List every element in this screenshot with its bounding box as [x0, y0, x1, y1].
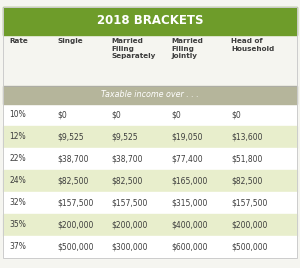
Text: Married
Filing
Jointly: Married Filing Jointly [171, 38, 203, 59]
Text: $500,000: $500,000 [231, 242, 268, 251]
Text: $9,525: $9,525 [57, 132, 84, 142]
Text: 22%: 22% [9, 154, 26, 163]
Text: 2018 BRACKETS: 2018 BRACKETS [97, 14, 203, 27]
Text: 10%: 10% [9, 110, 26, 120]
Bar [3, 7, 297, 35]
Text: $600,000: $600,000 [171, 242, 208, 251]
Text: Married
Filing
Separately: Married Filing Separately [111, 38, 155, 59]
Bar [3, 192, 297, 214]
Bar [3, 170, 297, 192]
Text: $0: $0 [171, 110, 181, 120]
Text: $9,525: $9,525 [111, 132, 138, 142]
Bar [3, 126, 297, 148]
Text: 37%: 37% [9, 242, 26, 251]
Text: $200,000: $200,000 [111, 220, 147, 229]
Text: $51,800: $51,800 [231, 154, 262, 163]
Text: $38,700: $38,700 [111, 154, 142, 163]
Text: 12%: 12% [9, 132, 26, 142]
Text: $82,500: $82,500 [57, 176, 88, 185]
Bar [3, 104, 297, 126]
Text: $157,500: $157,500 [57, 198, 93, 207]
Text: 24%: 24% [9, 176, 26, 185]
Text: $19,050: $19,050 [171, 132, 202, 142]
Text: $500,000: $500,000 [57, 242, 94, 251]
Bar [3, 148, 297, 170]
Text: $300,000: $300,000 [111, 242, 148, 251]
Text: 35%: 35% [9, 220, 26, 229]
Text: $157,500: $157,500 [231, 198, 267, 207]
Text: $13,600: $13,600 [231, 132, 262, 142]
Text: 32%: 32% [9, 198, 26, 207]
Text: $165,000: $165,000 [171, 176, 207, 185]
Text: $77,400: $77,400 [171, 154, 202, 163]
Text: $0: $0 [57, 110, 67, 120]
Text: $200,000: $200,000 [231, 220, 267, 229]
Text: $400,000: $400,000 [171, 220, 208, 229]
Text: $200,000: $200,000 [57, 220, 93, 229]
Text: $82,500: $82,500 [231, 176, 262, 185]
Text: Taxable income over . . .: Taxable income over . . . [101, 90, 199, 99]
Text: $82,500: $82,500 [111, 176, 142, 185]
Text: Single: Single [57, 38, 82, 44]
Text: $0: $0 [231, 110, 241, 120]
Text: $38,700: $38,700 [57, 154, 88, 163]
Text: Head of
Household: Head of Household [231, 38, 274, 52]
Bar [3, 214, 297, 236]
Bar [3, 86, 297, 104]
Text: Rate: Rate [9, 38, 28, 44]
Text: $157,500: $157,500 [111, 198, 147, 207]
Text: $315,000: $315,000 [171, 198, 207, 207]
Bar [3, 236, 297, 258]
Text: $0: $0 [111, 110, 121, 120]
